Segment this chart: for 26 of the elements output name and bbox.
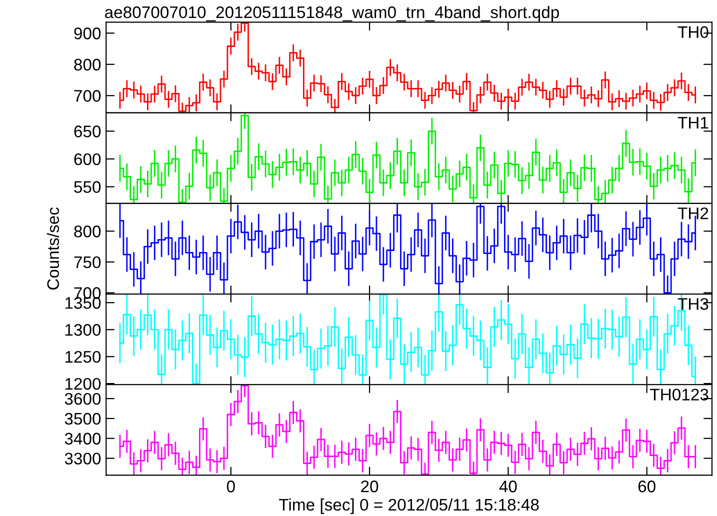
y-tick-label: 1250 bbox=[65, 350, 101, 363]
y-tick-label: 550 bbox=[74, 181, 101, 193]
annotation: TH0123 bbox=[650, 388, 708, 400]
x-axis-title: Time [sec] 0 = 2012/05/11 15:18:48 bbox=[279, 498, 539, 514]
annotation: TH0 bbox=[678, 26, 708, 38]
y-axis-title: Counts/sec bbox=[46, 207, 60, 290]
y-tick-label: 650 bbox=[74, 126, 101, 138]
y-tick-label: 3300 bbox=[64, 452, 101, 465]
y-tick-label: 750 bbox=[74, 256, 101, 268]
y-tick-label: 1300 bbox=[65, 324, 101, 336]
x-tick-label: 60 bbox=[638, 480, 656, 492]
y-tick-label: 600 bbox=[74, 153, 101, 166]
y-tick-label: 900 bbox=[74, 28, 101, 40]
y-tick-label: 800 bbox=[74, 226, 101, 238]
chart-title: ae807007010_20120511151848_wam0_trn_4band_short.qdp bbox=[105, 6, 559, 22]
y-tick-label: 3400 bbox=[64, 432, 101, 445]
x-tick-label: 40 bbox=[499, 480, 517, 492]
x-tick-label: 0 bbox=[226, 480, 235, 492]
y-tick-label: 1200 bbox=[65, 378, 101, 390]
y-tick-label: 3500 bbox=[64, 412, 101, 425]
y-tick-label: 800 bbox=[74, 58, 101, 71]
annotation: TH2 bbox=[678, 207, 708, 220]
y-tick-label: 700 bbox=[74, 90, 101, 102]
x-tick-label: 20 bbox=[361, 480, 378, 492]
y-tick-label: 3600 bbox=[64, 392, 101, 405]
annotation: TH1 bbox=[678, 117, 708, 128]
